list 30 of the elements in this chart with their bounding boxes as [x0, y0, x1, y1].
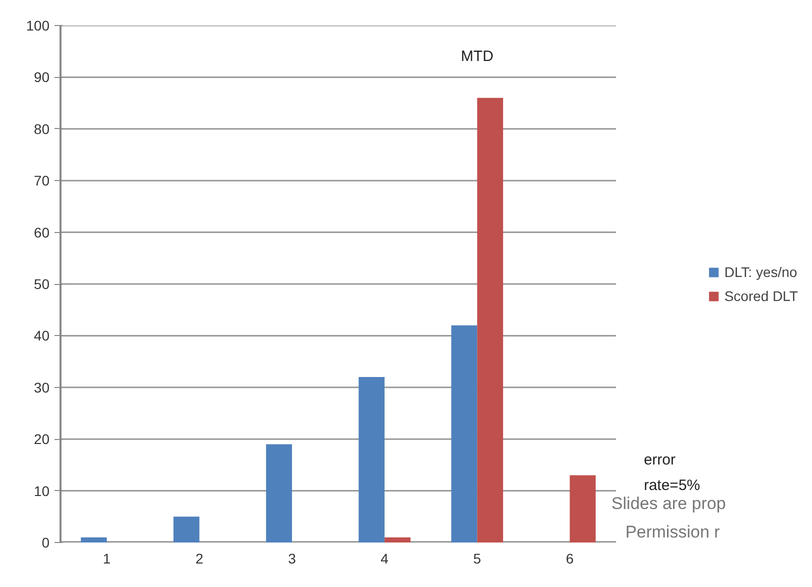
bar [80, 537, 107, 542]
y-tick-label: 100 [26, 18, 50, 34]
x-tick-label: 6 [566, 550, 574, 566]
y-tick-label: 30 [34, 379, 50, 396]
y-tick-label: 20 [34, 431, 50, 448]
text: error rate=5% [644, 451, 700, 494]
bar [570, 475, 596, 542]
y-tick-label: 60 [34, 224, 50, 240]
bar [266, 444, 292, 542]
bar [451, 325, 478, 542]
y-tick-label: 10 [34, 482, 50, 499]
y-tick-label: 90 [34, 69, 50, 86]
legend-label: Scored DLT [724, 288, 798, 304]
y-tick-label: 0 [42, 534, 50, 550]
bar [477, 98, 504, 542]
x-tick-label: 5 [473, 550, 482, 566]
annotation: Slides are prop Permission r [611, 494, 726, 542]
bar [173, 516, 200, 542]
x-tick-label: 2 [195, 550, 204, 566]
y-tick-label: 40 [34, 328, 50, 344]
bar [384, 537, 410, 542]
annotation: MTD [460, 48, 494, 66]
y-tick-label: 50 [34, 276, 50, 292]
legend-label: DLT: yes/no [724, 264, 798, 280]
y-tick-label: 70 [34, 172, 50, 189]
x-tick-label: 4 [380, 550, 389, 566]
x-tick-label: 3 [288, 550, 296, 566]
x-tick-label: 1 [102, 550, 111, 566]
bar [358, 377, 385, 542]
y-tick-label: 80 [34, 120, 50, 137]
